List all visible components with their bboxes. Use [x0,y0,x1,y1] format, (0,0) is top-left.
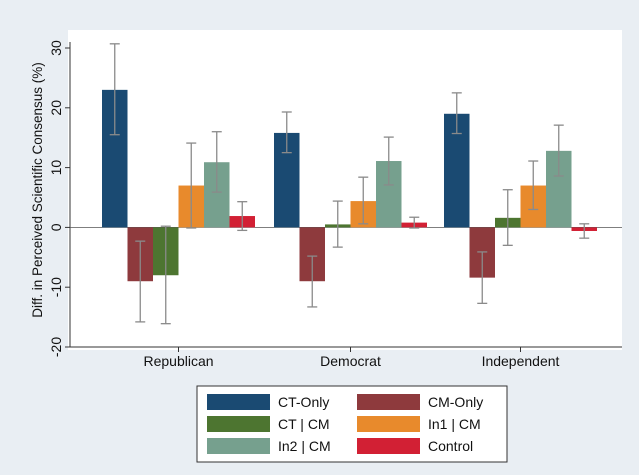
legend-label: CM-Only [428,394,483,410]
legend-swatch [357,438,420,454]
error-bar [211,131,222,193]
x-tick-label: Republican [143,353,213,369]
legend-swatch [357,394,420,410]
y-tick-label: 0 [48,223,64,231]
legend-label: CT | CM [278,416,330,432]
y-tick-label: -10 [48,277,64,297]
y-tick-label: -20 [48,337,64,357]
x-tick-label: Independent [482,353,560,369]
error-bar [109,43,120,136]
legend-swatch [357,416,420,432]
y-tick-label: 10 [48,160,64,176]
error-bar [186,142,197,229]
legend-swatch [207,438,270,454]
error-bar [237,201,248,232]
error-bar [281,111,292,154]
chart-marks: -20 -10 0 10 20 30 Republican Democrat Independe… [48,40,622,369]
error-bar [579,223,590,239]
error-bar [553,124,564,177]
error-bar [332,200,343,248]
y-tick-label: 30 [48,40,64,56]
error-bar [135,240,146,323]
x-tick-label: Democrat [320,353,381,369]
y-axis-label: Diff. in Perceived Scientific Consensus … [30,62,45,318]
error-bar [477,251,488,304]
legend-label: Control [428,438,473,454]
legend-label: CT-Only [278,394,329,410]
error-bar [451,92,462,135]
legend: CT-Only CM-Only CT | CM In1 | CM In2 | CM Con… [196,385,508,463]
error-bar [502,189,513,246]
y-tick-label: 20 [48,100,64,116]
error-bar [383,136,394,186]
error-bar [307,255,318,308]
error-bar [528,160,539,211]
legend-label: In2 | CM [278,438,331,454]
legend-swatch [207,394,270,410]
legend-swatch [207,416,270,432]
error-bar [358,176,369,225]
error-bar [409,216,420,229]
legend-label: In1 | CM [428,416,481,432]
error-bar [160,225,171,325]
